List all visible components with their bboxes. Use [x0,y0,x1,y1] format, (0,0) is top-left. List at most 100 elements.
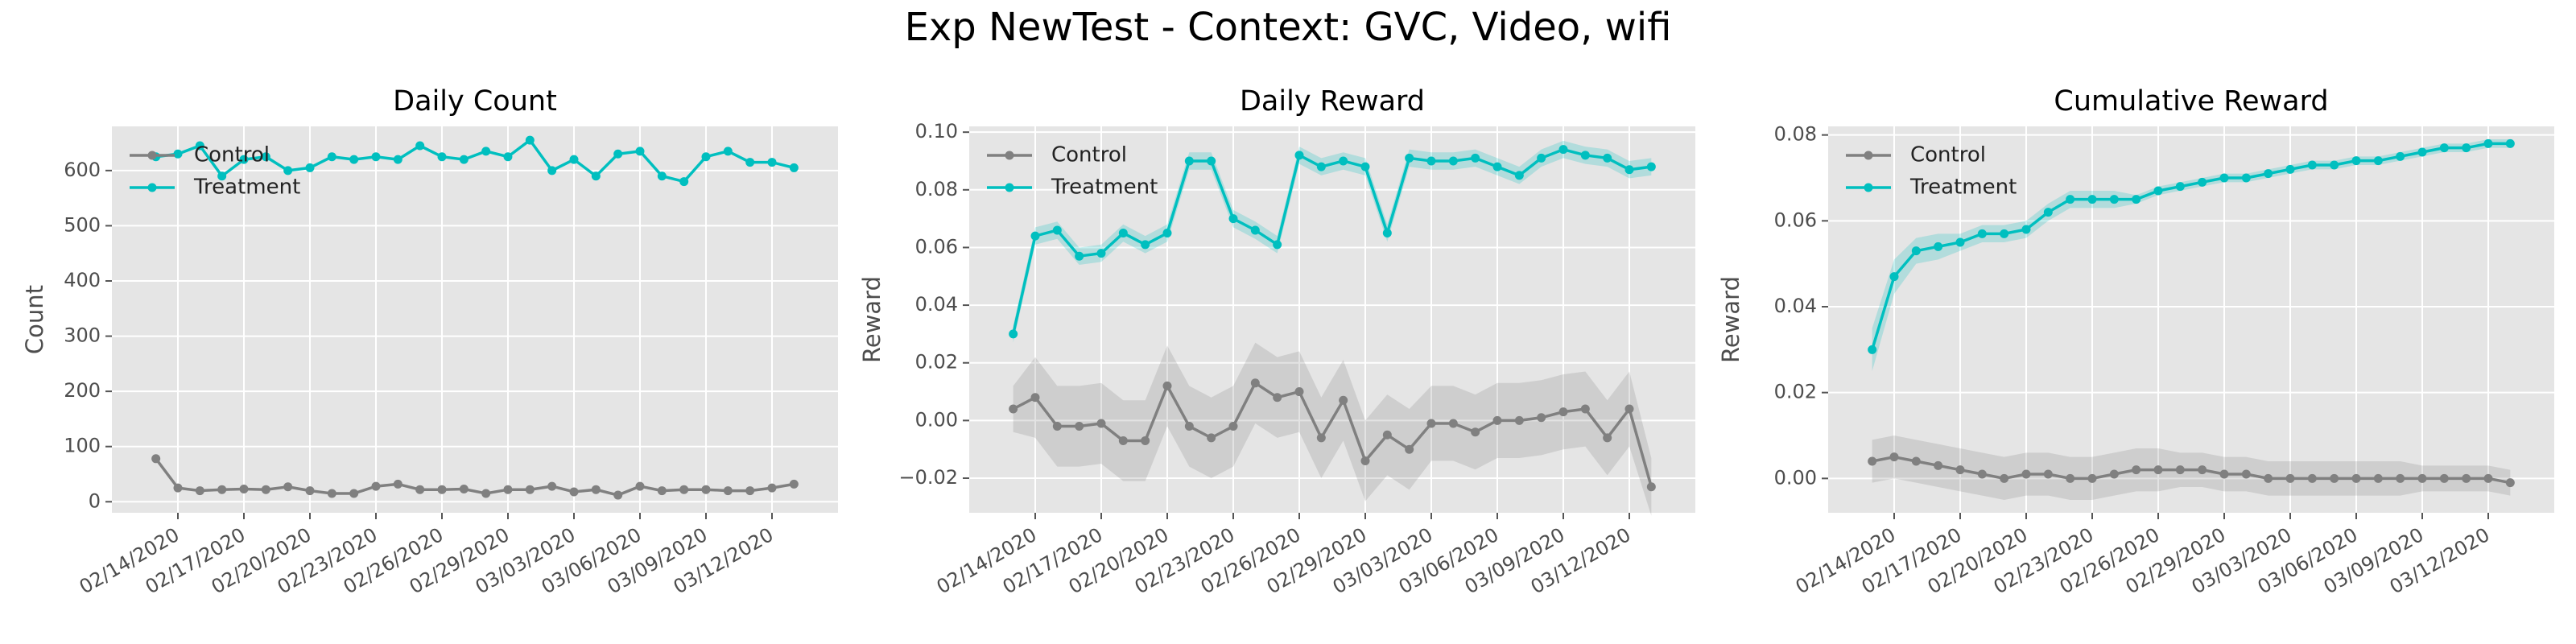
chart-title: Daily Reward [1240,85,1425,118]
data-point [239,485,249,494]
data-point [635,147,645,156]
y-axis-label: Reward [1717,276,1744,363]
data-point [1603,433,1612,443]
data-point [2000,229,2009,238]
data-point [1492,162,1502,171]
data-point [1646,162,1656,171]
confidence-band [1013,342,1652,516]
data-point [195,486,204,496]
data-point [151,454,161,464]
data-point [525,135,535,145]
data-point [1052,422,1062,431]
data-point [2417,147,2427,157]
data-point [1096,419,1106,428]
data-point [2483,473,2493,483]
data-point [1889,272,1899,282]
legend-marker [147,183,157,192]
data-point [2483,138,2493,148]
data-point [2000,473,2009,483]
data-point [327,152,336,162]
data-point [1075,422,1084,431]
data-point [2307,160,2317,170]
data-point [283,482,293,492]
data-point [1471,153,1480,163]
data-point [2285,473,2295,483]
data-point [723,486,733,496]
data-point [459,485,469,494]
data-point [1250,225,1260,235]
data-point [1580,151,1590,160]
data-point [2307,473,2317,483]
data-point [1162,381,1172,390]
data-point [2066,195,2075,204]
data-point [481,147,491,156]
data-point [2351,156,2361,166]
chart-title: Cumulative Reward [2054,85,2328,118]
y-tick-label: 0.00 [915,408,958,431]
data-point [1537,153,1546,163]
legend-marker [147,151,157,160]
data-point [1889,452,1899,462]
data-point [1558,145,1568,155]
data-point [2153,465,2163,475]
y-tick-label: 0.08 [915,178,958,200]
data-point [261,485,270,494]
data-point [789,163,799,172]
data-point [393,155,402,164]
data-point [305,163,315,172]
data-point [1977,229,1987,238]
legend-label: Treatment [1909,175,2017,200]
data-point [1646,482,1656,492]
data-point [1426,419,1436,428]
data-point [2285,164,2295,174]
y-tick-label: 500 [64,213,101,236]
data-point [2373,473,2383,483]
data-point [1316,433,1326,443]
data-point [173,483,183,493]
data-point [2462,473,2471,483]
data-point [2439,143,2449,153]
data-point [701,485,711,494]
data-point [723,147,733,156]
data-point [2396,473,2405,483]
data-point [2043,208,2053,217]
data-point [503,152,513,162]
data-point [393,479,402,489]
plot-background [112,126,838,513]
data-point [1294,387,1304,397]
data-point [1934,460,1943,470]
data-point [2462,143,2471,153]
data-point [415,485,425,494]
data-point [1250,378,1260,388]
data-point [195,141,204,151]
data-point [1052,225,1062,235]
data-point [701,152,711,162]
legend-label: Treatment [193,175,300,200]
data-point [547,166,557,175]
data-point [2021,469,2031,479]
data-point [481,489,491,498]
data-point [1294,151,1304,160]
data-point [745,486,755,496]
data-point [2351,473,2361,483]
data-point [217,485,227,494]
data-point [1955,465,1965,475]
y-tick-label: 300 [64,324,101,347]
data-point [1075,251,1084,261]
y-axis-label: Reward [858,276,886,363]
data-point [2219,469,2229,479]
data-point [547,481,557,491]
data-point [1162,229,1172,238]
data-point [2175,465,2185,475]
data-point [1911,456,1921,466]
data-point [2175,182,2185,192]
data-point [2264,473,2273,483]
y-tick-label: 200 [64,379,101,402]
data-point [2241,469,2251,479]
data-point [679,485,689,494]
legend-marker [1005,183,1014,192]
data-point [2109,469,2119,479]
y-tick-label: 400 [64,269,101,291]
data-point [2043,469,2053,479]
